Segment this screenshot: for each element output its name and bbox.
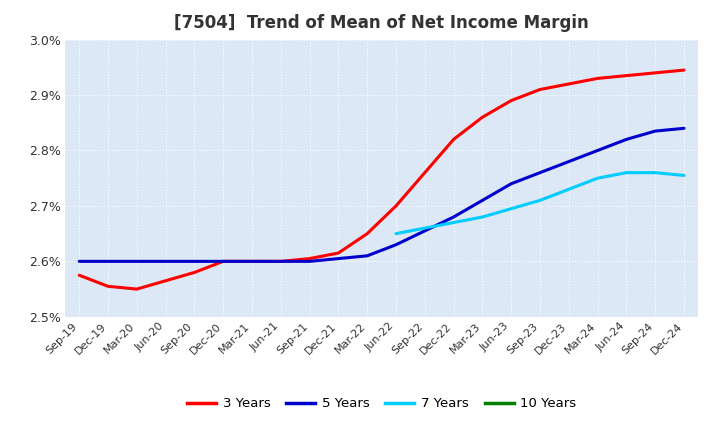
5 Years bbox=[161, 259, 170, 264]
3 Years bbox=[334, 250, 343, 256]
3 Years bbox=[536, 87, 544, 92]
3 Years bbox=[680, 67, 688, 73]
Line: 3 Years: 3 Years bbox=[79, 70, 684, 289]
5 Years bbox=[75, 259, 84, 264]
3 Years bbox=[622, 73, 631, 78]
5 Years bbox=[334, 256, 343, 261]
3 Years bbox=[75, 273, 84, 278]
3 Years bbox=[276, 259, 285, 264]
5 Years bbox=[392, 242, 400, 247]
3 Years bbox=[564, 81, 573, 87]
3 Years bbox=[507, 98, 516, 103]
3 Years bbox=[219, 259, 228, 264]
Title: [7504]  Trend of Mean of Net Income Margin: [7504] Trend of Mean of Net Income Margi… bbox=[174, 15, 589, 33]
3 Years bbox=[420, 170, 429, 175]
7 Years bbox=[536, 198, 544, 203]
3 Years bbox=[305, 256, 314, 261]
3 Years bbox=[132, 286, 141, 292]
5 Years bbox=[104, 259, 112, 264]
3 Years bbox=[392, 203, 400, 209]
7 Years bbox=[680, 173, 688, 178]
3 Years bbox=[478, 114, 487, 120]
7 Years bbox=[420, 225, 429, 231]
7 Years bbox=[622, 170, 631, 175]
7 Years bbox=[651, 170, 660, 175]
5 Years bbox=[507, 181, 516, 187]
5 Years bbox=[651, 128, 660, 134]
5 Years bbox=[680, 126, 688, 131]
3 Years bbox=[248, 259, 256, 264]
Line: 7 Years: 7 Years bbox=[396, 172, 684, 234]
3 Years bbox=[449, 137, 458, 142]
7 Years bbox=[564, 187, 573, 192]
3 Years bbox=[651, 70, 660, 76]
3 Years bbox=[190, 270, 199, 275]
5 Years bbox=[305, 259, 314, 264]
3 Years bbox=[593, 76, 602, 81]
7 Years bbox=[392, 231, 400, 236]
5 Years bbox=[132, 259, 141, 264]
Line: 5 Years: 5 Years bbox=[79, 128, 684, 261]
3 Years bbox=[104, 284, 112, 289]
5 Years bbox=[564, 159, 573, 164]
5 Years bbox=[363, 253, 372, 258]
5 Years bbox=[190, 259, 199, 264]
5 Years bbox=[622, 137, 631, 142]
5 Years bbox=[276, 259, 285, 264]
5 Years bbox=[536, 170, 544, 175]
3 Years bbox=[161, 278, 170, 283]
5 Years bbox=[593, 148, 602, 153]
5 Years bbox=[420, 228, 429, 234]
7 Years bbox=[478, 214, 487, 220]
7 Years bbox=[593, 176, 602, 181]
3 Years bbox=[363, 231, 372, 236]
Legend: 3 Years, 5 Years, 7 Years, 10 Years: 3 Years, 5 Years, 7 Years, 10 Years bbox=[181, 392, 582, 415]
5 Years bbox=[449, 214, 458, 220]
5 Years bbox=[478, 198, 487, 203]
7 Years bbox=[507, 206, 516, 211]
7 Years bbox=[449, 220, 458, 225]
5 Years bbox=[219, 259, 228, 264]
5 Years bbox=[248, 259, 256, 264]
